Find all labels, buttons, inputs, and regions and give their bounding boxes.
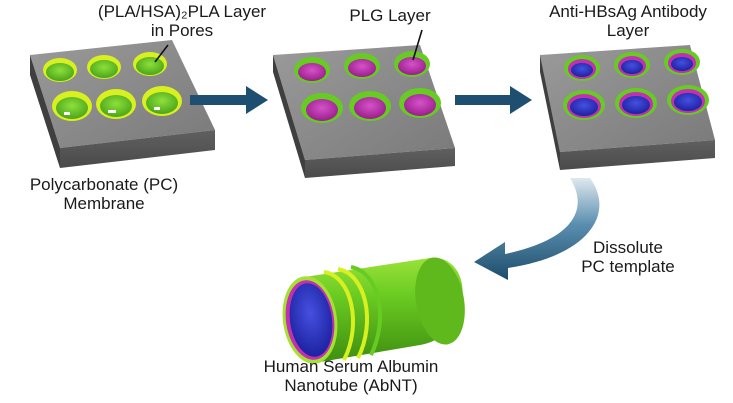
pore xyxy=(563,90,605,120)
pore xyxy=(394,51,430,77)
nanotube-ring xyxy=(323,270,356,361)
membrane-antibody-stage xyxy=(540,45,715,170)
membrane-front-face xyxy=(560,140,715,170)
antibody-layer-label-line-2: Layer xyxy=(606,21,650,40)
pore xyxy=(667,85,709,115)
nanotube-ring xyxy=(350,265,383,356)
pore xyxy=(349,91,391,121)
dissolve-arrow xyxy=(474,178,600,280)
pore xyxy=(52,91,92,121)
pore xyxy=(142,86,182,116)
process-arrow-1 xyxy=(190,86,268,114)
membrane-side-face xyxy=(30,55,60,168)
pores-layer-pointer xyxy=(154,44,169,63)
nanotube-label-line-1: Human Serum Albumin xyxy=(263,357,439,376)
plg-layer-pointer xyxy=(412,29,423,61)
membrane-side-face xyxy=(273,55,305,178)
plg-layer-label: PLG Layer xyxy=(315,6,465,25)
nanotube-end-cap xyxy=(415,257,465,345)
membrane-label-line-1: Polycarbonate (PC) xyxy=(29,175,179,194)
membrane-front-face xyxy=(305,148,455,178)
pore xyxy=(133,52,167,76)
antibody-layer-label-line-1: Anti-HBsAg Antibody xyxy=(549,2,707,21)
membrane-side-face xyxy=(540,55,560,170)
pores-layer-label-line-1: (PLA/HSA)₂PLA Layer xyxy=(97,2,267,21)
nanotube-lumen-antibody xyxy=(289,283,333,357)
pores-layer-label-line-2: in Pores xyxy=(150,21,214,40)
membrane-plg-stage xyxy=(273,29,455,178)
nanotube-label: Human Serum Albumin Nanotube (AbNT) xyxy=(246,357,456,395)
membrane-label-line-2: Membrane xyxy=(63,194,145,213)
antibody-layer-label: Anti-HBsAg Antibody Layer xyxy=(528,2,728,40)
pore-grid xyxy=(563,49,709,120)
dissolve-label-line-1: Dissolute xyxy=(593,238,663,257)
pore xyxy=(344,53,380,79)
pore xyxy=(614,52,650,78)
pore xyxy=(301,93,343,123)
pore xyxy=(43,58,77,82)
pore xyxy=(664,49,700,75)
nanotube-label-line-2: Nanotube (AbNT) xyxy=(284,376,418,395)
membrane-label: Polycarbonate (PC) Membrane xyxy=(4,175,204,213)
dissolve-label: Dissolute PC template xyxy=(568,238,688,276)
pores-layer-label: (PLA/HSA)₂PLA Layer in Pores xyxy=(72,2,292,40)
pore xyxy=(87,55,121,79)
pore xyxy=(564,55,600,81)
dissolve-label-line-2: PC template xyxy=(581,257,675,276)
membrane-front-face xyxy=(60,130,215,168)
process-arrow-2 xyxy=(455,86,532,114)
nanotube xyxy=(282,257,465,364)
nanotube-ring xyxy=(337,267,370,359)
pore xyxy=(96,89,136,119)
pore xyxy=(615,88,657,118)
pore xyxy=(294,57,330,83)
pore xyxy=(399,88,441,118)
plg-layer-label-text: PLG Layer xyxy=(349,6,431,25)
membrane-pores-stage xyxy=(30,40,215,168)
pore-grid xyxy=(294,51,441,123)
